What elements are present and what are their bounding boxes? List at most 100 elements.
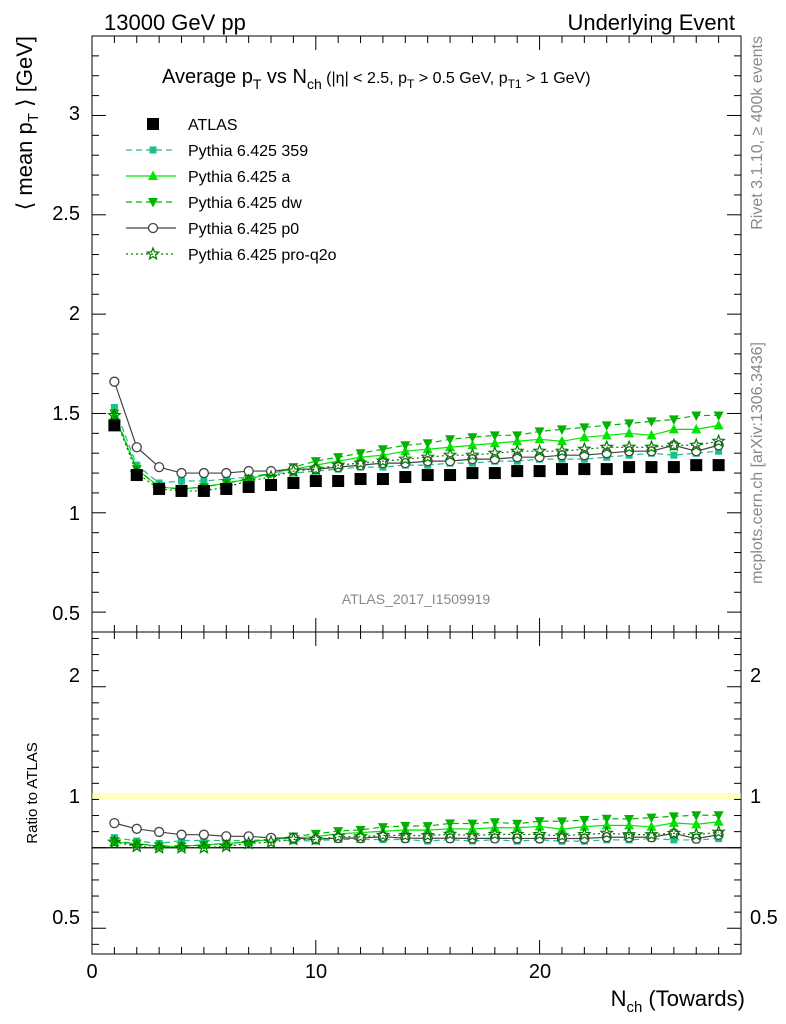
data-point-pythia-6-425-p0 bbox=[153, 461, 165, 473]
ratio-point-pythia-6-425-a bbox=[691, 818, 702, 829]
data-point-pythia-6-425-359 bbox=[670, 451, 678, 459]
ratio-point-pythia-6-425-dw bbox=[109, 837, 120, 847]
ratio-point-pythia-6-425-dw bbox=[154, 842, 165, 852]
main-y-tick-labels: 0.5 1 1.5 2 2.5 3 bbox=[52, 103, 80, 625]
ratio-point-pythia-6-425-dw bbox=[445, 819, 456, 829]
series-line-pythia-6-425-pro-q2o bbox=[113, 415, 719, 492]
data-point-pythia-6-425-dw bbox=[556, 425, 567, 435]
legend-entry-pythia-pro-q2o: Pythia 6.425 pro-q2o bbox=[126, 246, 337, 264]
legend-label-pythia-359: Pythia 6.425 359 bbox=[188, 143, 308, 160]
y-axis-label: ⟨ mean pT ⟩ [GeV] bbox=[12, 36, 42, 210]
data-point-pythia-6-425-dw bbox=[467, 433, 478, 443]
ratio-point-pythia-6-425-a bbox=[624, 819, 635, 830]
ratio-point-pythia-6-425-pro-q2o bbox=[599, 825, 614, 840]
ratio-point-pythia-6-425-pro-q2o bbox=[174, 840, 189, 854]
data-point-pythia-6-425-a bbox=[601, 429, 612, 440]
ytick-label-1: 1 bbox=[69, 503, 80, 525]
ratio-line-pythia-6-425-dw bbox=[114, 814, 719, 847]
ratio-point-pythia-6-425-a bbox=[579, 821, 590, 831]
legend-entry-pythia-359: Pythia 6.425 359 bbox=[126, 143, 308, 160]
data-point-atlas bbox=[242, 480, 255, 493]
legend-marker-pythia-dw bbox=[126, 198, 176, 208]
ratio-point-pythia-6-425-dw bbox=[691, 811, 702, 821]
legend-symbol bbox=[147, 222, 159, 234]
ratio-point-pythia-6-425-pro-q2o bbox=[487, 826, 503, 841]
legend-marker-pythia-p0 bbox=[126, 222, 176, 234]
data-point-pythia-6-425-a bbox=[624, 427, 635, 438]
data-point-atlas bbox=[332, 475, 345, 488]
ratio-line-pythia-6-425-pro-q2o bbox=[114, 831, 719, 849]
xtick-label-0: 0 bbox=[86, 961, 97, 983]
ratio-point-pythia-6-425-pro-q2o bbox=[554, 828, 570, 843]
data-point-pythia-6-425-pro-q2o bbox=[688, 437, 704, 452]
legend-label-atlas: ATLAS bbox=[188, 117, 238, 134]
ratio-point-pythia-6-425-pro-q2o bbox=[219, 838, 234, 853]
data-point-atlas bbox=[399, 471, 412, 484]
data-point-atlas bbox=[108, 419, 121, 432]
legend: ATLAS Pythia 6.425 359 Pythia 6.425 a Py… bbox=[126, 117, 337, 264]
ratio-point-pythia-6-425-dw bbox=[489, 818, 500, 828]
data-point-atlas bbox=[197, 484, 210, 497]
data-point-pythia-6-425-pro-q2o bbox=[107, 407, 122, 422]
ratio-uncertainty-band bbox=[92, 793, 741, 799]
ratio-point-pythia-6-425-dw bbox=[512, 819, 523, 830]
data-point-pythia-6-425-359 bbox=[110, 404, 118, 412]
ratio-point-pythia-6-425-dw bbox=[579, 816, 590, 826]
data-point-pythia-6-425-pro-q2o bbox=[442, 447, 458, 462]
ytick-label-1.5: 1.5 bbox=[52, 403, 80, 425]
data-point-pythia-6-425-a bbox=[579, 431, 590, 442]
ratio-point-pythia-6-425-359 bbox=[670, 836, 678, 844]
data-point-pythia-6-425-pro-q2o bbox=[554, 443, 570, 458]
ratio-point-pythia-6-425-pro-q2o bbox=[286, 831, 301, 846]
header-left: 13000 GeV pp bbox=[104, 10, 246, 35]
data-point-atlas bbox=[667, 461, 680, 474]
series-line-pythia-6-425-359 bbox=[113, 407, 719, 484]
data-point-pythia-6-425-pro-q2o bbox=[621, 439, 637, 454]
data-point-pythia-6-425-dw bbox=[534, 427, 545, 437]
ratio-point-pythia-6-425-dw bbox=[400, 821, 411, 832]
data-point-pythia-6-425-dw bbox=[355, 449, 366, 459]
data-point-atlas bbox=[130, 469, 143, 482]
data-point-pythia-6-425-pro-q2o bbox=[666, 437, 682, 452]
data-point-pythia-6-425-359 bbox=[200, 477, 208, 485]
data-point-pythia-6-425-359 bbox=[178, 477, 186, 485]
ratio-point-pythia-6-425-p0 bbox=[109, 817, 120, 829]
ratio-point-pythia-6-425-pro-q2o bbox=[398, 827, 413, 842]
legend-symbol bbox=[148, 198, 158, 208]
ratio-point-pythia-6-425-pro-q2o bbox=[666, 825, 682, 840]
data-point-atlas bbox=[466, 467, 479, 480]
analysis-id: ATLAS_2017_I1509919 bbox=[342, 591, 491, 607]
data-point-atlas bbox=[511, 465, 524, 478]
data-point-pythia-6-425-a bbox=[445, 441, 456, 452]
data-point-pythia-6-425-a bbox=[646, 429, 657, 440]
data-point-atlas bbox=[488, 467, 501, 480]
ratio-point-pythia-6-425-pro-q2o bbox=[465, 828, 480, 842]
legend-symbol bbox=[147, 118, 159, 130]
ratio-point-pythia-6-425-a bbox=[668, 817, 679, 827]
legend-entry-pythia-p0: Pythia 6.425 p0 bbox=[126, 221, 299, 238]
ratio-point-pythia-6-425-dw bbox=[668, 812, 679, 822]
data-point-atlas bbox=[645, 461, 658, 474]
ratio-point-pythia-6-425-dw bbox=[198, 840, 209, 851]
ratio-point-pythia-6-425-pro-q2o bbox=[711, 824, 726, 839]
data-point-atlas bbox=[623, 461, 636, 474]
data-point-pythia-6-425-pro-q2o bbox=[330, 457, 346, 472]
legend-marker-pythia-pro-q2o bbox=[126, 246, 176, 261]
data-point-pythia-6-425-p0 bbox=[221, 467, 232, 479]
mcplots-label: mcplots.cern.ch [arXiv:1306.3436] bbox=[749, 342, 766, 584]
ratio-point-pythia-6-425-pro-q2o bbox=[509, 826, 525, 841]
data-point-pythia-6-425-dw bbox=[646, 417, 657, 427]
data-point-atlas bbox=[309, 475, 322, 488]
ratio-point-pythia-6-425-p0 bbox=[131, 823, 142, 834]
rivet-label: Rivet 3.1.10, ≥ 400k events bbox=[749, 36, 766, 230]
data-point-pythia-6-425-pro-q2o bbox=[532, 443, 547, 458]
data-point-pythia-6-425-a bbox=[668, 423, 679, 434]
legend-label-pythia-p0: Pythia 6.425 p0 bbox=[188, 221, 299, 238]
ratio-point-pythia-6-425-pro-q2o bbox=[577, 826, 592, 841]
data-point-pythia-6-425-a bbox=[489, 437, 500, 448]
data-point-pythia-6-425-pro-q2o bbox=[711, 433, 726, 448]
chart-title: Average pT vs Nch (|η| < 2.5, pT > 0.5 G… bbox=[162, 66, 591, 92]
data-point-atlas bbox=[376, 473, 389, 486]
data-point-atlas bbox=[578, 463, 591, 476]
